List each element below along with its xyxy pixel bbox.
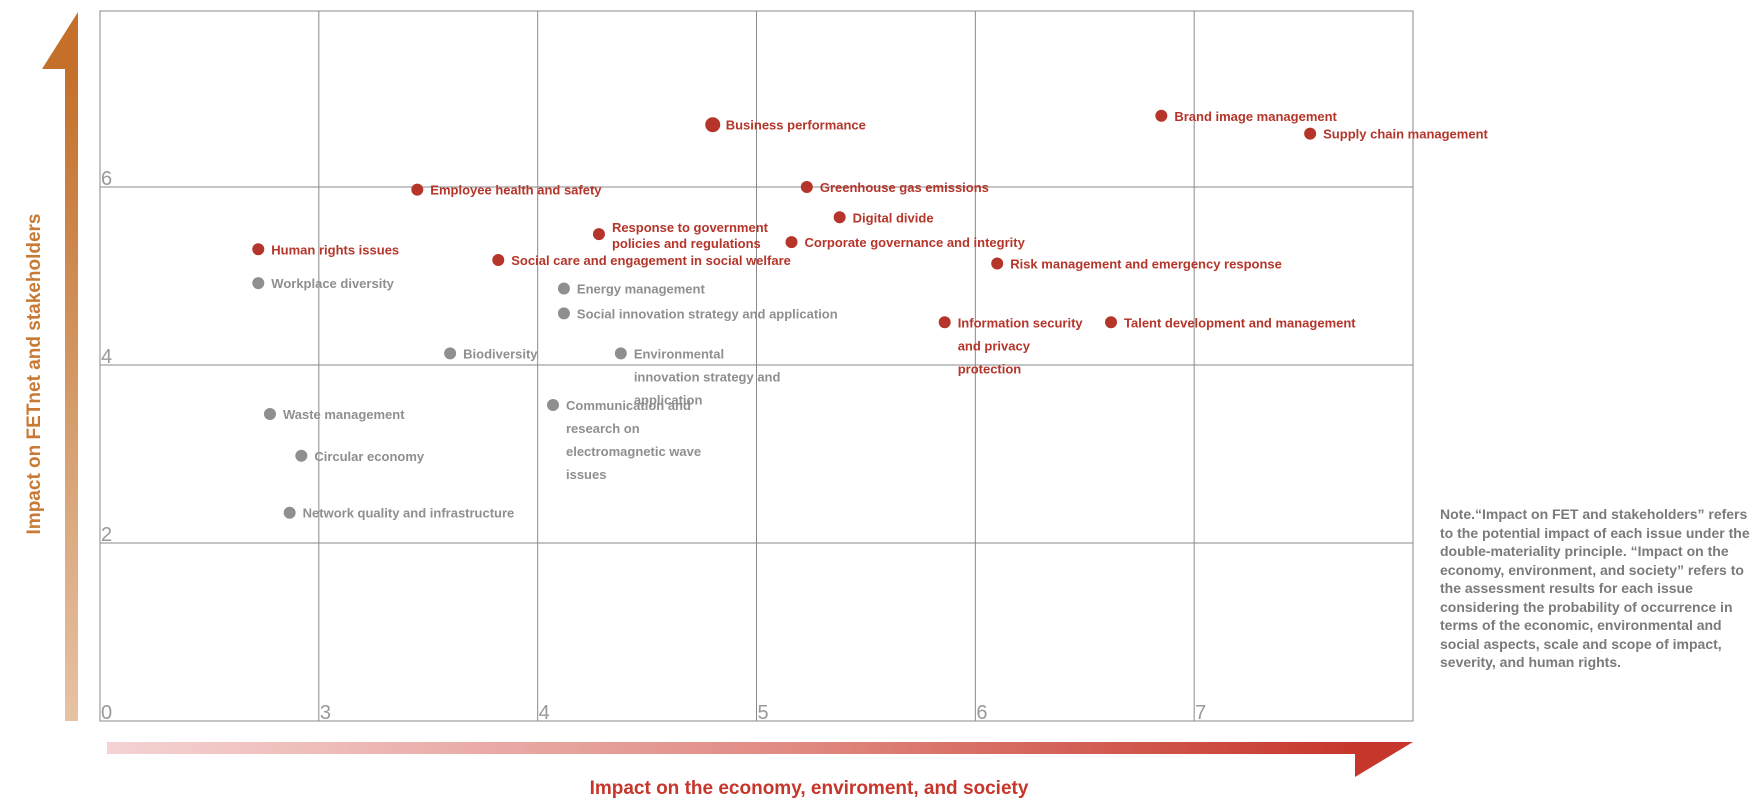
x-tick-label: 4 [539, 702, 550, 724]
data-point [557, 282, 570, 295]
data-point [557, 307, 570, 320]
y-tick-label: 2 [101, 524, 112, 546]
data-point [546, 399, 559, 412]
data-point-label: Response to government policies and regul… [612, 220, 769, 251]
x-tick-label: 0 [101, 702, 112, 724]
data-point [283, 506, 296, 519]
data-point-label: Workplace diversity [271, 276, 394, 291]
data-point [1155, 109, 1168, 122]
x-tick-label: 6 [976, 702, 987, 724]
data-point-label: Circular economy [314, 449, 425, 464]
x-axis-label: Impact on the economy, enviroment, and s… [590, 778, 1029, 798]
data-point [263, 407, 276, 420]
data-point [295, 449, 308, 462]
y-axis-arrow [42, 12, 78, 721]
chart-note: Note.“Impact on FET and stakeholders” re… [1440, 506, 1750, 670]
data-point [1304, 127, 1317, 140]
data-point-label: Greenhouse gas emissions [820, 180, 989, 195]
axis-ticks: 0 3 4 5 6 7 2 4 6 [101, 168, 1206, 724]
data-point-label: Energy management [577, 281, 706, 296]
data-point-label: Network quality and infrastructure [303, 506, 515, 521]
data-point-label: Communication and research on electromagne… [566, 398, 701, 482]
data-point [592, 228, 605, 241]
data-point-label: Social care and engagement in social wel… [511, 253, 791, 268]
data-point [833, 211, 846, 224]
data-point [705, 117, 721, 133]
data-point [614, 347, 627, 360]
data-point-label: Waste management [283, 407, 405, 422]
y-tick-label: 4 [101, 346, 112, 368]
data-point [252, 277, 265, 290]
data-point-label: Supply chain management [1323, 127, 1488, 142]
data-point-label: Digital divide [853, 210, 934, 225]
x-tick-label: 7 [1195, 702, 1206, 724]
data-point [492, 253, 505, 266]
x-tick-label: 3 [320, 702, 331, 724]
data-point [252, 243, 265, 256]
data-point-label: Corporate governance and integrity [805, 235, 1026, 250]
y-tick-label: 6 [101, 168, 112, 190]
data-point-label: Employee health and safety [430, 183, 602, 198]
data-point-label: Biodiversity [463, 346, 538, 361]
data-point [1105, 316, 1118, 329]
data-point [444, 347, 457, 360]
data-point-label: Risk management and emergency response [1010, 257, 1282, 272]
data-point [800, 181, 813, 193]
data-point-label: Brand image management [1174, 109, 1337, 124]
data-point [938, 316, 951, 329]
data-point-label: Talent development and management [1124, 315, 1356, 330]
y-axis-label: Impact on FETnet and stakeholders [24, 214, 45, 535]
data-point-label: Business performance [726, 118, 866, 133]
chart-grid [99, 10, 1414, 722]
data-point-label: Human rights issues [271, 242, 399, 257]
data-point [411, 183, 424, 196]
data-point-label: Social innovation strategy and applicati… [577, 306, 838, 321]
x-axis-arrow [107, 742, 1413, 777]
data-point [785, 236, 798, 249]
data-point-label: Information security and privacy protectio… [958, 315, 1084, 376]
data-point [991, 257, 1004, 270]
x-tick-label: 5 [758, 702, 769, 724]
data-point-label: Environmental innovation strategy and appl… [634, 346, 781, 407]
data-points: Business performance Brand image manageme… [252, 109, 1489, 521]
